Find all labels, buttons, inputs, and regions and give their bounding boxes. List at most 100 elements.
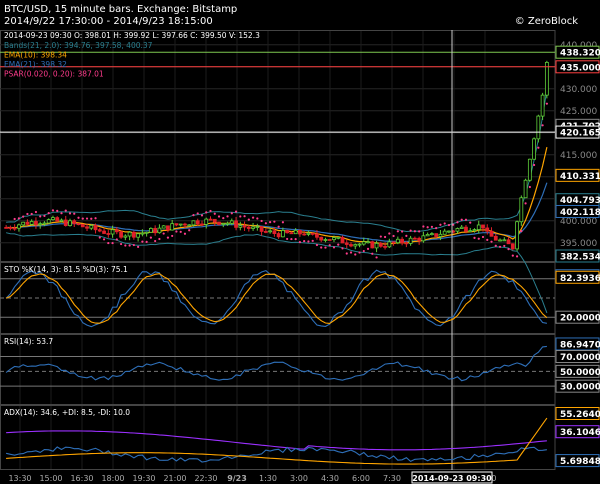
chart-date-range: 2014/9/22 17:30:00 - 2014/9/23 18:15:00 — [4, 16, 213, 27]
candle-body — [149, 228, 153, 233]
candle-body — [242, 225, 247, 228]
psar-dot — [51, 209, 55, 212]
psar-dot — [435, 227, 438, 230]
candle-body — [178, 223, 183, 226]
psar-dot — [273, 220, 276, 223]
candle-body — [42, 222, 47, 225]
psar-dot — [98, 236, 101, 239]
psar-dot — [345, 252, 348, 255]
psar-dot — [396, 230, 399, 233]
time-tick-label: 22:30 — [194, 474, 217, 483]
indicator-tag-box — [555, 337, 600, 351]
indicator-tag-label: 30.0000 — [560, 383, 600, 393]
candle-body — [187, 224, 192, 227]
psar-dot — [447, 223, 451, 227]
price-tag-box — [555, 168, 600, 182]
candle-body — [221, 223, 226, 225]
psar-dot — [307, 240, 310, 243]
legend-entry: EMA(10): 398.34 — [4, 51, 67, 60]
psar-dot — [85, 217, 89, 220]
candle-body — [72, 220, 77, 225]
candle-body — [476, 224, 481, 230]
psar-dot — [371, 252, 374, 255]
psar-dot — [124, 244, 127, 247]
brand-label: © ZeroBlock — [514, 16, 578, 27]
candle-body — [289, 232, 294, 235]
cursor-time-box — [411, 471, 493, 484]
psar-dot — [520, 230, 523, 233]
psar-dot — [192, 214, 195, 217]
psar-dot — [107, 241, 110, 245]
candle-body — [123, 235, 128, 238]
candle-body — [110, 229, 115, 235]
psar-dot — [490, 240, 493, 243]
psar-dot — [17, 217, 21, 220]
time-tick-label: 16:30 — [70, 474, 93, 483]
price-tag-label: 402.118 — [560, 208, 600, 218]
psar-dot — [43, 214, 46, 217]
psar-dot — [298, 241, 302, 244]
psar-dot — [230, 212, 233, 215]
price-tag-box — [555, 125, 600, 139]
sto-d-line — [5, 273, 548, 324]
psar-dot — [341, 247, 344, 250]
candle-body — [234, 220, 238, 228]
price-tag-label: 404.793 — [560, 196, 600, 206]
candle-body — [97, 229, 102, 232]
price-tag-label: 438.320 — [560, 49, 600, 59]
price-tag-label: 435.000 — [560, 63, 600, 73]
psar-dot — [388, 232, 391, 235]
psar-dot — [418, 230, 421, 233]
pane-border — [0, 30, 556, 262]
price-tag-box — [555, 204, 600, 218]
candle-body — [378, 242, 383, 247]
psar-dot — [188, 229, 191, 232]
candle-body — [510, 243, 515, 250]
psar-dot — [392, 234, 395, 238]
psar-dot — [34, 210, 38, 214]
candle-body — [391, 241, 396, 244]
pane-border — [0, 334, 556, 405]
candle-body — [272, 230, 277, 235]
psar-dot — [209, 209, 212, 213]
candle-body — [361, 241, 366, 245]
price-tick-label: 395.000 — [560, 239, 597, 249]
psar-dot — [73, 212, 76, 215]
price-tag-label: 410.331 — [560, 172, 600, 182]
candle-body — [21, 221, 26, 226]
psar-dot — [524, 202, 527, 205]
candle-body — [519, 197, 524, 223]
psar-dot — [247, 218, 250, 221]
time-tick-label: 6:00 — [352, 474, 370, 483]
chart-title: BTC/USD, 15 minute bars. Exchange: Bitst… — [4, 4, 238, 15]
candle-body — [464, 226, 468, 232]
candle-body — [25, 221, 30, 225]
psar-dot — [64, 209, 67, 212]
psar-dot — [243, 215, 246, 218]
psar-dot — [290, 237, 293, 241]
candle-body — [200, 223, 204, 226]
candle-body — [93, 225, 98, 231]
psar-dot — [366, 247, 370, 250]
indicator-tag-label: 82.3936 — [560, 274, 600, 284]
psar-dot — [94, 217, 97, 220]
psar-dot — [383, 235, 387, 239]
indicator-tag-box — [555, 379, 600, 393]
candle-body — [17, 224, 21, 229]
candle-body — [489, 230, 494, 237]
psar-dot — [256, 217, 259, 220]
candle-body — [515, 221, 519, 250]
rsi-line — [5, 345, 547, 382]
candle-body — [366, 241, 370, 244]
candle-body — [421, 235, 426, 242]
candle-body — [404, 242, 409, 245]
psar-dot — [507, 248, 510, 251]
candle-body — [310, 232, 315, 235]
candle-body — [336, 236, 341, 239]
indicator-tag-box — [555, 270, 600, 284]
bollinger-lower-band — [5, 232, 548, 314]
psar-dot — [515, 255, 519, 258]
candle-body — [119, 231, 123, 238]
psar-dot — [47, 212, 50, 215]
